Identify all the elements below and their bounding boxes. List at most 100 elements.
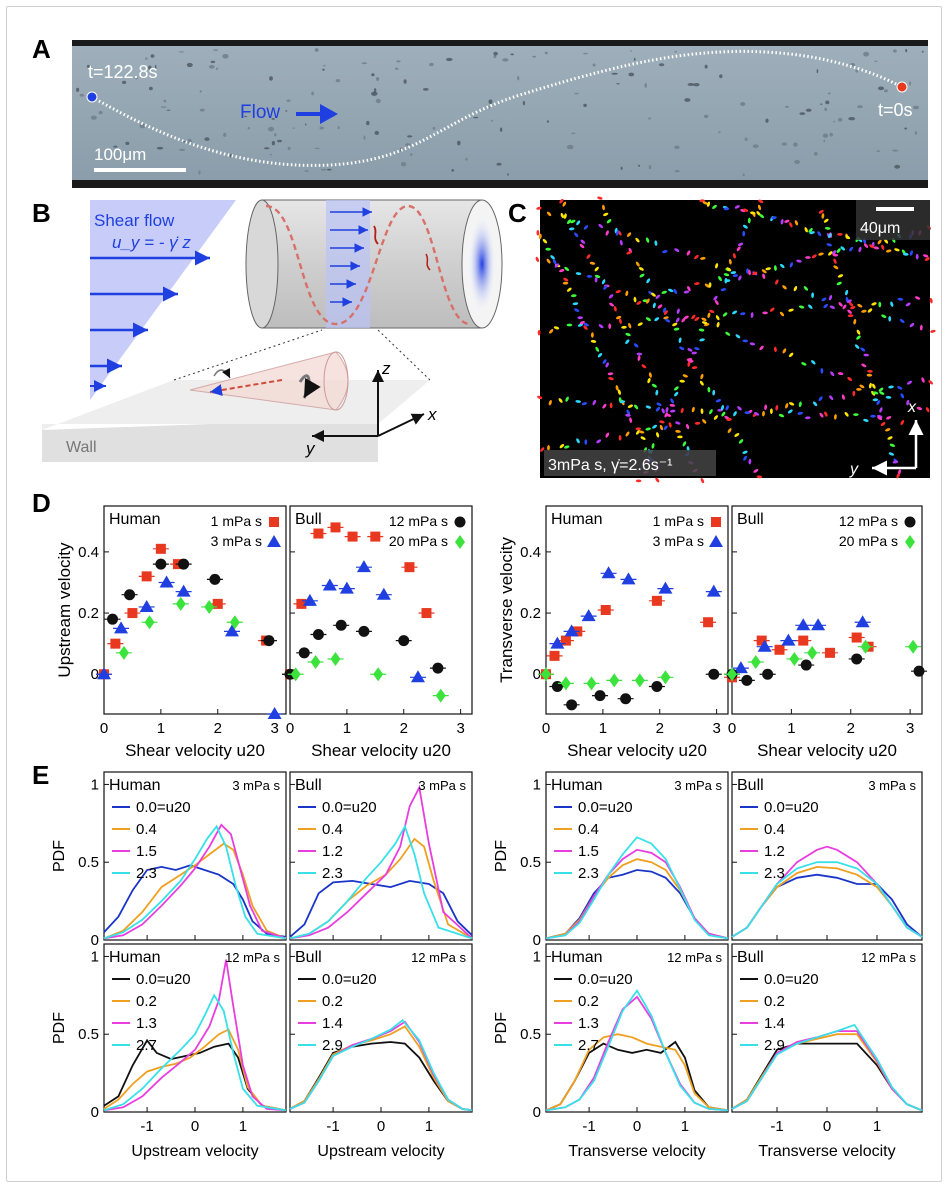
track-dot — [798, 401, 802, 408]
plot-frame — [289, 943, 473, 1113]
track-dot — [832, 253, 839, 257]
track-dot — [750, 211, 756, 215]
track-dot — [803, 286, 809, 291]
data-point-circle — [107, 613, 119, 625]
track-dot — [841, 394, 845, 400]
data-point-diamond — [290, 667, 301, 682]
track-dot — [598, 223, 603, 229]
plot-frame — [289, 505, 473, 715]
data-point-diamond — [634, 673, 645, 688]
track-dot — [675, 317, 680, 323]
debris-dot — [375, 98, 381, 104]
y-axis-label: PDF — [493, 840, 510, 872]
series-line — [731, 845, 923, 938]
legend-label: 0.4 — [764, 821, 785, 838]
data-point-circle — [432, 662, 444, 674]
track-dot — [929, 297, 933, 304]
data-point-triangle — [410, 670, 425, 683]
y-tick-label: 0 — [91, 932, 99, 949]
track-dot — [691, 314, 696, 320]
y-tick-label: 1 — [533, 948, 541, 965]
chart-title: Human — [109, 511, 161, 528]
legend-label: 0.4 — [578, 821, 599, 838]
track-dot — [672, 322, 678, 327]
debris-dot — [687, 83, 695, 86]
data-point-triangle — [224, 624, 239, 637]
data-point-diamond — [455, 535, 465, 549]
track-dot — [928, 380, 933, 385]
track-dot — [567, 219, 572, 225]
track-dot — [811, 254, 817, 259]
track-dot — [847, 376, 853, 382]
data-point-diamond — [908, 639, 919, 654]
track-dot — [562, 281, 569, 285]
debris-dot — [327, 168, 332, 171]
track-dot — [757, 204, 762, 211]
track-dot — [651, 383, 657, 388]
chart-title: Bull — [295, 511, 322, 528]
data-point-diamond — [660, 670, 671, 685]
track-dot — [641, 364, 647, 369]
track-dot — [537, 329, 541, 336]
debris-dot — [633, 57, 636, 62]
track-dot — [654, 240, 658, 246]
legend-label: 2.9 — [764, 1037, 785, 1054]
debris-dot — [363, 135, 366, 140]
track-dot — [762, 273, 766, 279]
track-dot — [605, 432, 610, 438]
legend-label: 1.4 — [322, 1015, 343, 1032]
track-dot — [848, 301, 854, 307]
legend-label: 2.3 — [764, 865, 785, 882]
track-dot — [716, 321, 720, 328]
x-axis-label: Upstream velocity — [131, 1143, 258, 1160]
track-dot — [707, 312, 711, 319]
legend-label: 1.5 — [136, 843, 157, 860]
track-dot — [700, 373, 704, 380]
plot-frame — [545, 771, 729, 941]
track-dot — [709, 409, 713, 415]
chart-D-transverse-bull: 0 1 2 3 Bull 12 mPa s 20 mPa s Shear velocity u… — [724, 505, 928, 760]
debris-dot — [921, 50, 924, 53]
track-dot — [618, 435, 622, 441]
track-dot — [818, 209, 824, 214]
track-dot — [736, 246, 741, 252]
x-tick-label: 0 — [542, 720, 550, 737]
y-tick-label: 0 — [91, 1104, 99, 1121]
track-dot — [668, 422, 672, 428]
debris-dot — [893, 49, 897, 53]
track-dot — [581, 402, 588, 406]
track-dot — [574, 232, 579, 238]
track-dot — [635, 261, 640, 267]
track-dot — [662, 250, 668, 254]
data-point-diamond — [586, 676, 597, 691]
legend-label: 0.4 — [136, 821, 157, 838]
track-dot — [715, 399, 722, 403]
track-dot — [921, 377, 925, 383]
track-dot — [896, 473, 900, 479]
data-point-diamond — [330, 651, 341, 666]
track-dot — [867, 369, 873, 373]
data-point-square — [155, 543, 166, 554]
debris-dot — [829, 132, 833, 137]
debris-dot — [684, 98, 691, 102]
track-dot — [625, 431, 630, 437]
y-tick-label: 1 — [91, 948, 99, 965]
chart-E-transverse-human-12: -1 0 1 0 0.5 1 Human 12 mPa s 0.0=u20 0.2 1.3 2.7 PD… — [493, 943, 729, 1160]
x-tick-label: 2 — [656, 720, 664, 737]
scale-bar-box-c — [856, 200, 930, 240]
track-dot — [840, 246, 846, 251]
debris-dot — [765, 118, 769, 123]
data-point-square — [824, 647, 835, 658]
x-tick-label: 1 — [157, 720, 165, 737]
track-dot — [615, 385, 619, 391]
track-dot — [580, 239, 586, 244]
series-line — [103, 993, 287, 1112]
track-dot — [682, 374, 688, 378]
track-dot — [924, 257, 930, 261]
x-tick-label: 0 — [100, 720, 108, 737]
scale-bar-label-c: 40μm — [860, 220, 900, 237]
data-point-square — [549, 650, 560, 661]
legend-label: 0.2 — [322, 993, 343, 1010]
debris-dot — [407, 135, 413, 138]
